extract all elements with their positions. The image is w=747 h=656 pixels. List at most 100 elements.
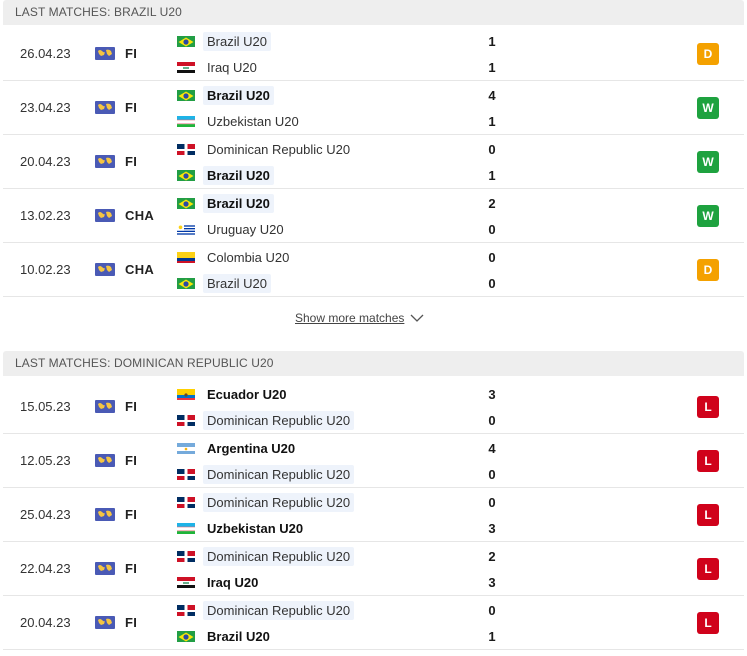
competition-code: FI bbox=[125, 100, 138, 115]
result-badge: W bbox=[697, 151, 719, 173]
colombia-flag-icon bbox=[177, 251, 195, 263]
away-team[interactable]: Brazil U20 bbox=[177, 626, 274, 646]
competition-code: FI bbox=[125, 561, 138, 576]
home-score: 0 bbox=[488, 250, 496, 265]
home-team[interactable]: Argentina U20 bbox=[177, 438, 299, 458]
away-team[interactable]: Uzbekistan U20 bbox=[177, 518, 307, 538]
match-row[interactable]: 20.04.23 FI Dominican Republic U20 0 Brazil … bbox=[3, 596, 744, 650]
section-header-dominican: LAST MATCHES: DOMINICAN REPUBLIC U20 bbox=[3, 351, 744, 376]
away-score: 0 bbox=[488, 276, 496, 291]
team-name: Dominican Republic U20 bbox=[203, 546, 355, 566]
team-name: Dominican Republic U20 bbox=[203, 492, 355, 512]
world-map-icon bbox=[95, 263, 115, 276]
home-team[interactable]: Dominican Republic U20 bbox=[177, 600, 355, 620]
home-score: 2 bbox=[488, 196, 496, 211]
match-row[interactable]: 26.04.23 FI Brazil U20 1 Iraq U20 1 D bbox=[3, 27, 744, 81]
world-map-icon bbox=[95, 562, 115, 575]
result-badge: L bbox=[697, 612, 719, 634]
match-date: 15.05.23 bbox=[20, 399, 71, 414]
match-date: 20.04.23 bbox=[20, 154, 71, 169]
team-name: Uzbekistan U20 bbox=[207, 113, 299, 129]
home-team[interactable]: Dominican Republic U20 bbox=[177, 139, 354, 159]
uzbekistan-flag-icon bbox=[177, 522, 195, 534]
match-date: 22.04.23 bbox=[20, 561, 71, 576]
away-score: 1 bbox=[488, 629, 496, 644]
match-date: 13.02.23 bbox=[20, 208, 71, 223]
home-team[interactable]: Brazil U20 bbox=[177, 193, 274, 213]
match-date: 23.04.23 bbox=[20, 100, 71, 115]
team-name: Colombia U20 bbox=[207, 249, 290, 265]
competition-code: CHA bbox=[125, 208, 155, 223]
match-date: 10.02.23 bbox=[20, 262, 71, 277]
world-map-icon bbox=[95, 508, 115, 521]
match-date: 26.04.23 bbox=[20, 46, 71, 61]
show-more-matches-button[interactable]: Show more matches bbox=[295, 311, 424, 325]
match-date: 25.04.23 bbox=[20, 507, 71, 522]
home-team[interactable]: Dominican Republic U20 bbox=[177, 492, 355, 512]
away-score: 1 bbox=[488, 60, 496, 75]
team-name: Brazil U20 bbox=[207, 628, 270, 644]
team-name: Uruguay U20 bbox=[207, 221, 284, 237]
brazil-flag-icon bbox=[177, 169, 195, 181]
home-team[interactable]: Ecuador U20 bbox=[177, 384, 290, 404]
home-team[interactable]: Brazil U20 bbox=[177, 31, 271, 51]
match-date: 12.05.23 bbox=[20, 453, 71, 468]
section-title: LAST MATCHES: DOMINICAN REPUBLIC U20 bbox=[15, 356, 274, 370]
match-list-dominican: 15.05.23 FI Ecuador U20 3 Dominican Republic… bbox=[3, 380, 744, 650]
home-team[interactable]: Dominican Republic U20 bbox=[177, 546, 355, 566]
world-map-icon bbox=[95, 616, 115, 629]
match-row[interactable]: 13.02.23 CHA Brazil U20 2 Uruguay U20 0 W bbox=[3, 189, 744, 243]
match-row[interactable]: 23.04.23 FI Brazil U20 4 Uzbekistan U20 1 W bbox=[3, 81, 744, 135]
home-score: 4 bbox=[488, 88, 496, 103]
dominican-flag-icon bbox=[177, 468, 195, 480]
iraq-flag-icon bbox=[177, 576, 195, 588]
result-badge: L bbox=[697, 450, 719, 472]
away-score: 0 bbox=[488, 222, 496, 237]
world-map-icon bbox=[95, 47, 115, 60]
match-row[interactable]: 10.02.23 CHA Colombia U20 0 Brazil U20 0 D bbox=[3, 243, 744, 297]
home-team[interactable]: Brazil U20 bbox=[177, 85, 274, 105]
result-badge: D bbox=[697, 43, 719, 65]
away-team[interactable]: Brazil U20 bbox=[177, 165, 274, 185]
home-score: 3 bbox=[488, 387, 496, 402]
result-badge: L bbox=[697, 558, 719, 580]
away-score: 0 bbox=[488, 467, 496, 482]
home-team[interactable]: Colombia U20 bbox=[177, 247, 293, 267]
home-score: 0 bbox=[488, 603, 496, 618]
dominican-flag-icon bbox=[177, 604, 195, 616]
away-team[interactable]: Iraq U20 bbox=[177, 57, 261, 77]
team-name: Brazil U20 bbox=[203, 165, 274, 185]
home-score: 2 bbox=[488, 549, 496, 564]
competition-code: FI bbox=[125, 154, 138, 169]
competition-code: CHA bbox=[125, 262, 155, 277]
dominican-flag-icon bbox=[177, 414, 195, 426]
away-team[interactable]: Dominican Republic U20 bbox=[177, 464, 355, 484]
match-row[interactable]: 22.04.23 FI Dominican Republic U20 2 Iraq U2… bbox=[3, 542, 744, 596]
away-score: 3 bbox=[488, 575, 496, 590]
section-title: LAST MATCHES: BRAZIL U20 bbox=[15, 5, 182, 19]
brazil-flag-icon bbox=[177, 630, 195, 642]
result-badge: L bbox=[697, 504, 719, 526]
away-team[interactable]: Dominican Republic U20 bbox=[177, 410, 355, 430]
brazil-flag-icon bbox=[177, 89, 195, 101]
iraq-flag-icon bbox=[177, 61, 195, 73]
away-score: 3 bbox=[488, 521, 496, 536]
away-team[interactable]: Uzbekistan U20 bbox=[177, 111, 303, 131]
away-team[interactable]: Brazil U20 bbox=[177, 273, 271, 293]
competition-code: FI bbox=[125, 507, 138, 522]
uzbekistan-flag-icon bbox=[177, 115, 195, 127]
match-row[interactable]: 20.04.23 FI Dominican Republic U20 0 Brazil … bbox=[3, 135, 744, 189]
chevron-down-icon bbox=[410, 314, 424, 322]
away-team[interactable]: Uruguay U20 bbox=[177, 219, 288, 239]
team-name: Ecuador U20 bbox=[207, 386, 287, 402]
team-name: Dominican Republic U20 bbox=[203, 464, 355, 484]
match-row[interactable]: 15.05.23 FI Ecuador U20 3 Dominican Republic… bbox=[3, 380, 744, 434]
ecuador-flag-icon bbox=[177, 388, 195, 400]
brazil-flag-icon bbox=[177, 277, 195, 289]
match-row[interactable]: 12.05.23 FI Argentina U20 4 Dominican Republ… bbox=[3, 434, 744, 488]
team-name: Argentina U20 bbox=[207, 440, 296, 456]
match-row[interactable]: 25.04.23 FI Dominican Republic U20 0 Uzbekis… bbox=[3, 488, 744, 542]
home-score: 0 bbox=[488, 142, 496, 157]
away-team[interactable]: Iraq U20 bbox=[177, 572, 262, 592]
away-score: 1 bbox=[488, 168, 496, 183]
